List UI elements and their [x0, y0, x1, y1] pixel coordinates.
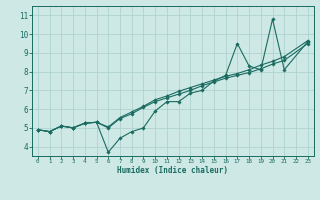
X-axis label: Humidex (Indice chaleur): Humidex (Indice chaleur)	[117, 166, 228, 175]
